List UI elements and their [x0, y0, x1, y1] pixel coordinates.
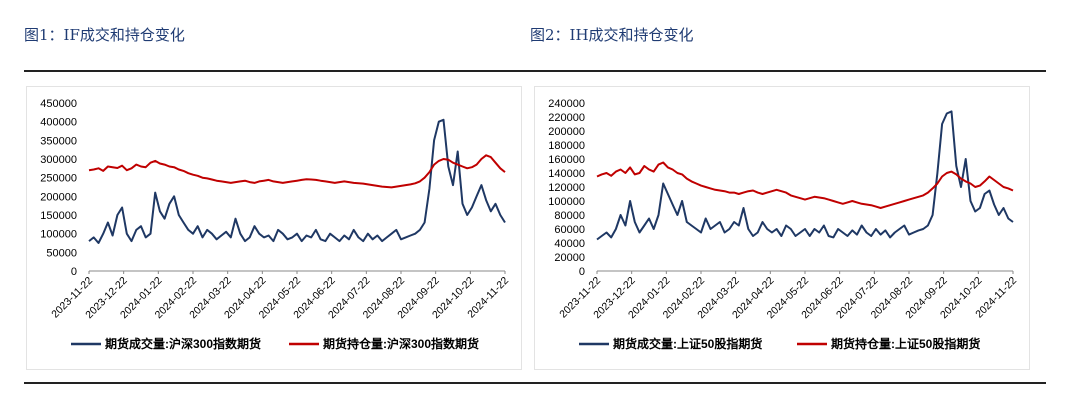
y-tick-label: 450000: [40, 98, 77, 110]
y-tick-label: 300000: [40, 154, 77, 166]
if-volume-oi-chart: 450000 400000 350000 300000 250000 200000 1500…: [40, 98, 511, 351]
y-tick-label: 80000: [554, 210, 585, 222]
y-tick-label: 140000: [548, 168, 585, 180]
legend-label: 期货持仓量:沪深300指数期货: [323, 336, 479, 351]
y-tick-label: 150000: [40, 210, 77, 222]
figure-2-title: 图2：IH成交和持仓变化: [530, 26, 694, 44]
y-tick-label: 20000: [554, 252, 585, 264]
y-tick-label: 200000: [548, 126, 585, 138]
ih-chart-panel: 240000 220000 200000 180000 160000 140000 1200…: [534, 86, 1030, 370]
y-tick-label: 220000: [548, 112, 585, 124]
y-tick-label: 400000: [40, 117, 77, 129]
y-tick-label: 180000: [548, 140, 585, 152]
y-tick-label: 60000: [554, 224, 585, 236]
figure-1-title: 图1：IF成交和持仓变化: [24, 26, 185, 44]
y-tick-label: 350000: [40, 135, 77, 147]
open-interest-line: [88, 154, 506, 189]
volume-line: [88, 118, 506, 244]
y-tick-label: 100000: [40, 229, 77, 241]
volume-line: [596, 110, 1014, 241]
y-tick-label: 240000: [548, 98, 585, 110]
legend-label: 期货成交量:沪深300指数期货: [105, 336, 261, 351]
y-tick-label: 40000: [554, 238, 585, 250]
y-tick-label: 50000: [46, 247, 77, 259]
legend-label: 期货成交量:上证50股指期货: [613, 336, 762, 351]
top-rule: [24, 70, 1046, 72]
y-tick-label: 160000: [548, 154, 585, 166]
if-chart-panel: 450000 400000 350000 300000 250000 200000 1500…: [26, 86, 522, 370]
y-tick-label: 250000: [40, 173, 77, 185]
y-tick-label: 120000: [548, 182, 585, 194]
y-tick-label: 100000: [548, 196, 585, 208]
ih-volume-oi-chart: 2400002200002000001800001600001400001200…: [548, 98, 1019, 351]
open-interest-line: [596, 161, 1014, 209]
y-tick-label: 200000: [40, 191, 77, 203]
y-tick-label: 0: [71, 266, 77, 278]
legend-label: 期货持仓量:上证50股指期货: [831, 336, 980, 351]
y-tick-label: 0: [579, 266, 585, 278]
bottom-rule: [24, 382, 1046, 384]
